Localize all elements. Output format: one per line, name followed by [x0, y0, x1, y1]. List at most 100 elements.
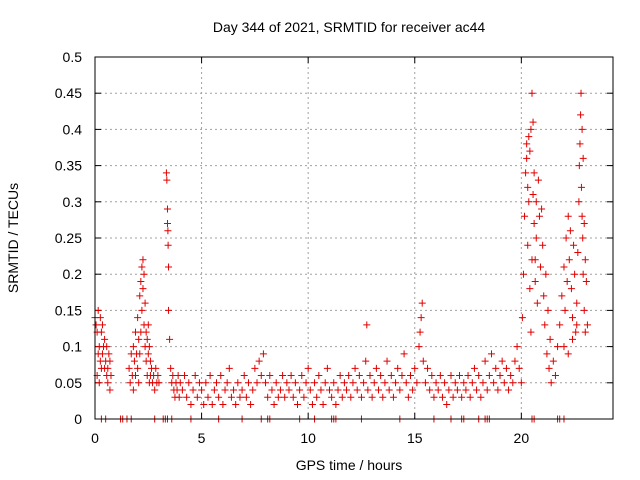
data-point [498, 357, 506, 365]
data-point [561, 306, 569, 314]
data-point [151, 386, 159, 394]
data-point [353, 386, 361, 394]
data-point [225, 364, 233, 372]
data-point [545, 364, 553, 372]
data-point [328, 393, 336, 401]
data-point [532, 198, 540, 206]
data-point [574, 248, 582, 256]
data-point [383, 357, 391, 365]
data-point [428, 372, 436, 380]
data-point [140, 270, 148, 278]
data-point [558, 292, 566, 300]
data-point [259, 350, 267, 358]
y-tick-label: 0.35 [55, 158, 82, 174]
data-point [443, 401, 451, 409]
data-point [370, 379, 378, 387]
data-point [257, 372, 265, 380]
data-point [576, 140, 584, 148]
data-point [236, 393, 244, 401]
data-point [336, 372, 344, 380]
data-point [321, 379, 329, 387]
data-point [135, 379, 143, 387]
data-point [487, 350, 495, 358]
data-point [438, 393, 446, 401]
data-point [485, 372, 493, 380]
data-point [531, 256, 539, 264]
data-point [287, 372, 295, 380]
data-point [104, 364, 112, 372]
data-point [208, 401, 216, 409]
data-point [135, 335, 143, 343]
data-point [311, 379, 319, 387]
data-point [142, 328, 150, 336]
data-point [426, 386, 434, 394]
data-point [347, 393, 355, 401]
data-point [281, 393, 289, 401]
data-point [198, 386, 206, 394]
data-point [366, 372, 374, 380]
data-point [187, 401, 195, 409]
data-point [445, 386, 453, 394]
data-point [139, 285, 147, 293]
data-point [244, 379, 252, 387]
data-point [163, 205, 171, 213]
y-axis-label: SRMTID / TECUs [5, 183, 21, 293]
data-point [515, 364, 523, 372]
data-point [136, 292, 144, 300]
data-point [509, 379, 517, 387]
data-point [411, 364, 419, 372]
data-point [174, 372, 182, 380]
data-point [349, 379, 357, 387]
data-point [317, 386, 325, 394]
data-point [202, 379, 210, 387]
data-point [523, 154, 531, 162]
data-point [298, 372, 306, 380]
data-point [541, 321, 549, 329]
data-point [334, 386, 342, 394]
data-point [141, 299, 149, 307]
data-point [262, 379, 270, 387]
data-point [270, 401, 278, 409]
data-point [441, 379, 449, 387]
x-tick-label: 15 [407, 430, 423, 446]
data-point [306, 386, 314, 394]
data-point [215, 393, 223, 401]
data-point [389, 393, 397, 401]
data-point [332, 401, 340, 409]
data-point [424, 364, 432, 372]
data-point [144, 321, 152, 329]
data-point [582, 277, 590, 285]
data-point [436, 372, 444, 380]
data-point [219, 401, 227, 409]
data-point [580, 220, 588, 228]
y-tick-label: 0.3 [63, 194, 83, 210]
data-point [232, 401, 240, 409]
y-tick-label: 0.05 [55, 375, 82, 391]
data-point [129, 343, 137, 351]
data-point [537, 263, 545, 271]
y-tick-label: 0.5 [63, 49, 83, 65]
data-point [191, 372, 199, 380]
data-point [338, 393, 346, 401]
data-point [330, 379, 338, 387]
data-point [563, 277, 571, 285]
data-point [404, 393, 412, 401]
data-point [355, 372, 363, 380]
y-tick-label: 0.1 [63, 339, 83, 355]
data-point [95, 379, 103, 387]
data-point [579, 270, 587, 278]
data-point [502, 364, 510, 372]
data-point [575, 198, 583, 206]
data-point [566, 227, 574, 235]
data-point [183, 393, 191, 401]
data-point [97, 328, 105, 336]
y-tick-label: 0.25 [55, 230, 82, 246]
data-point [533, 299, 541, 307]
data-point [568, 335, 576, 343]
data-point [96, 314, 104, 322]
data-point [105, 350, 113, 358]
data-point [240, 372, 248, 380]
data-point [521, 212, 529, 220]
data-point [206, 372, 214, 380]
data-point [458, 393, 466, 401]
